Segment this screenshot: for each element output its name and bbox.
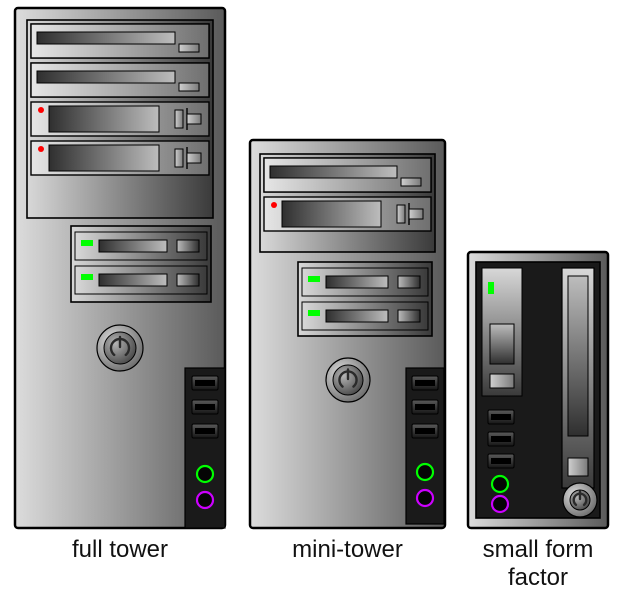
diagram-svg (0, 0, 640, 598)
label-sff: small form factor (458, 536, 618, 591)
diagram-stage: full tower mini-tower small form factor (0, 0, 640, 598)
label-mini_tower: mini-tower (250, 536, 445, 564)
case-sff (468, 252, 608, 528)
case-full_tower (15, 8, 225, 528)
label-full_tower: full tower (15, 536, 225, 564)
case-mini_tower (250, 140, 445, 528)
